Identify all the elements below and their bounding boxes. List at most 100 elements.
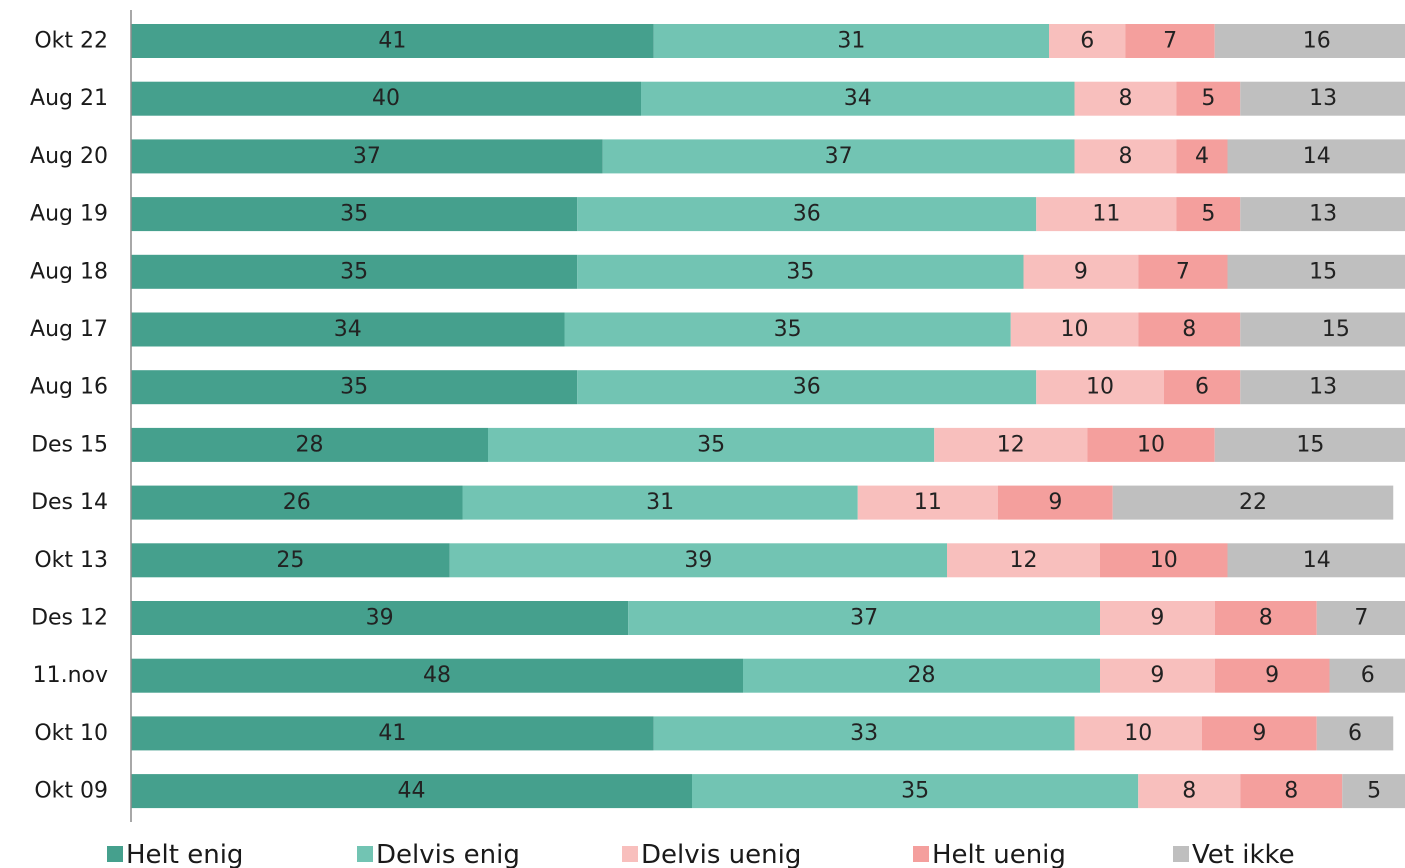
data-label: 39	[684, 548, 712, 573]
bar-segment-vet-ikke	[1316, 601, 1405, 635]
bar-segment-delvis-enig	[577, 370, 1037, 405]
data-label: 36	[793, 375, 821, 400]
bar-segment-helt-enig	[131, 254, 578, 289]
data-label: 7	[1163, 29, 1177, 54]
bar-segment-helt-enig	[131, 370, 578, 405]
data-label: 35	[697, 432, 725, 457]
category-label: Des 15	[31, 432, 108, 457]
bar-segment-helt-enig	[131, 312, 565, 347]
bar-segment-delvis-enig	[488, 427, 935, 462]
category-label: Des 14	[31, 490, 108, 515]
bar-segment-vet-ikke	[1214, 427, 1405, 462]
legend-label: Helt uenig	[932, 840, 1066, 868]
data-label: 12	[1010, 548, 1038, 573]
bar-segment-helt-enig	[131, 197, 578, 232]
data-label: 25	[276, 548, 304, 573]
category-label: Aug 19	[30, 202, 108, 227]
bar-segment-helt-enig	[131, 427, 488, 462]
bar-segment-delvis-uenig	[1074, 81, 1177, 116]
bar-segment-delvis-uenig	[1100, 601, 1215, 635]
data-label: 15	[1296, 432, 1324, 457]
data-label: 36	[793, 202, 821, 227]
category-label: Aug 17	[30, 317, 108, 342]
data-label: 40	[372, 86, 400, 111]
data-label: 9	[1150, 663, 1164, 688]
data-label: 8	[1284, 779, 1298, 804]
bar-segment-delvis-uenig	[1036, 197, 1177, 232]
data-label: 44	[398, 779, 426, 804]
bar-segment-vet-ikke	[1240, 312, 1405, 347]
data-label: 35	[340, 375, 368, 400]
data-label: 13	[1309, 86, 1337, 111]
legend: Helt enig Delvis enig Delvis uenig Helt uen…	[107, 840, 1295, 868]
bar-segment-helt-enig	[131, 81, 641, 116]
data-label: 37	[353, 144, 381, 169]
data-label: 6	[1195, 375, 1209, 400]
data-label: 15	[1309, 259, 1337, 284]
data-label: 13	[1309, 375, 1337, 400]
bar-segment-delvis-enig	[449, 543, 947, 578]
bar-segment-helt-uenig	[1163, 370, 1241, 405]
data-label: 28	[908, 663, 936, 688]
bar-segment-helt-enig	[131, 139, 603, 174]
legend-swatch	[357, 846, 373, 862]
data-label: 13	[1309, 202, 1337, 227]
bar-segment-delvis-enig	[641, 81, 1075, 116]
data-label: 22	[1239, 490, 1267, 515]
bar-segment-delvis-enig	[653, 24, 1049, 58]
legend-swatch	[1173, 846, 1189, 862]
bar-segment-helt-enig	[131, 774, 692, 809]
data-label: 4	[1195, 144, 1209, 169]
category-label: Okt 22	[34, 29, 108, 54]
bar-segment-delvis-uenig	[1074, 139, 1177, 174]
data-label: 9	[1074, 259, 1088, 284]
bar-segment-helt-uenig	[1240, 774, 1343, 809]
data-label: 9	[1265, 663, 1279, 688]
data-label: 41	[378, 29, 406, 54]
bar-segment-delvis-uenig	[1023, 254, 1139, 289]
legend-label: Delvis enig	[376, 840, 520, 868]
bar-segment-delvis-uenig	[857, 485, 998, 520]
data-label: 35	[340, 202, 368, 227]
bar-segment-helt-enig	[131, 24, 654, 58]
data-label: 37	[825, 144, 853, 169]
legend-item-helt-uenig: Helt uenig	[913, 840, 1066, 868]
bar-segment-delvis-uenig	[1010, 312, 1139, 347]
legend-swatch	[622, 846, 638, 862]
data-label: 8	[1182, 317, 1196, 342]
bar-segment-helt-enig	[131, 658, 743, 693]
bar-segment-delvis-enig	[692, 774, 1139, 809]
data-label: 9	[1150, 606, 1164, 631]
data-label: 15	[1322, 317, 1350, 342]
legend-item-delvis-enig: Delvis enig	[357, 840, 520, 868]
bar-segment-helt-uenig	[1100, 543, 1228, 578]
bar-segment-helt-enig	[131, 601, 629, 635]
bar-segment-vet-ikke	[1112, 485, 1394, 520]
bar-segment-helt-uenig	[998, 485, 1113, 520]
data-label: 16	[1303, 29, 1331, 54]
data-label: 37	[850, 606, 878, 631]
bar-segment-delvis-enig	[628, 601, 1100, 635]
data-label: 5	[1367, 779, 1381, 804]
category-label: Aug 20	[30, 144, 108, 169]
bar-segment-delvis-uenig	[1074, 716, 1202, 751]
bar-segment-delvis-uenig	[934, 427, 1088, 462]
bar-segment-delvis-enig	[577, 254, 1024, 289]
legend-label: Helt enig	[126, 840, 243, 868]
data-label: 7	[1176, 259, 1190, 284]
bar-segment-vet-ikke	[1329, 658, 1405, 693]
bar-segment-vet-ikke	[1240, 197, 1405, 232]
bar-segment-helt-enig	[131, 716, 654, 751]
data-label: 48	[423, 663, 451, 688]
data-label: 6	[1361, 663, 1375, 688]
bar-segment-vet-ikke	[1316, 716, 1394, 751]
data-label: 9	[1252, 721, 1266, 746]
data-label: 39	[366, 606, 394, 631]
legend-label: Delvis uenig	[641, 840, 801, 868]
data-label: 6	[1080, 29, 1094, 54]
bar-segment-delvis-enig	[602, 139, 1075, 174]
bar-segment-delvis-enig	[653, 716, 1075, 751]
category-label: Aug 16	[30, 375, 108, 400]
bar-segment-vet-ikke	[1227, 543, 1405, 578]
